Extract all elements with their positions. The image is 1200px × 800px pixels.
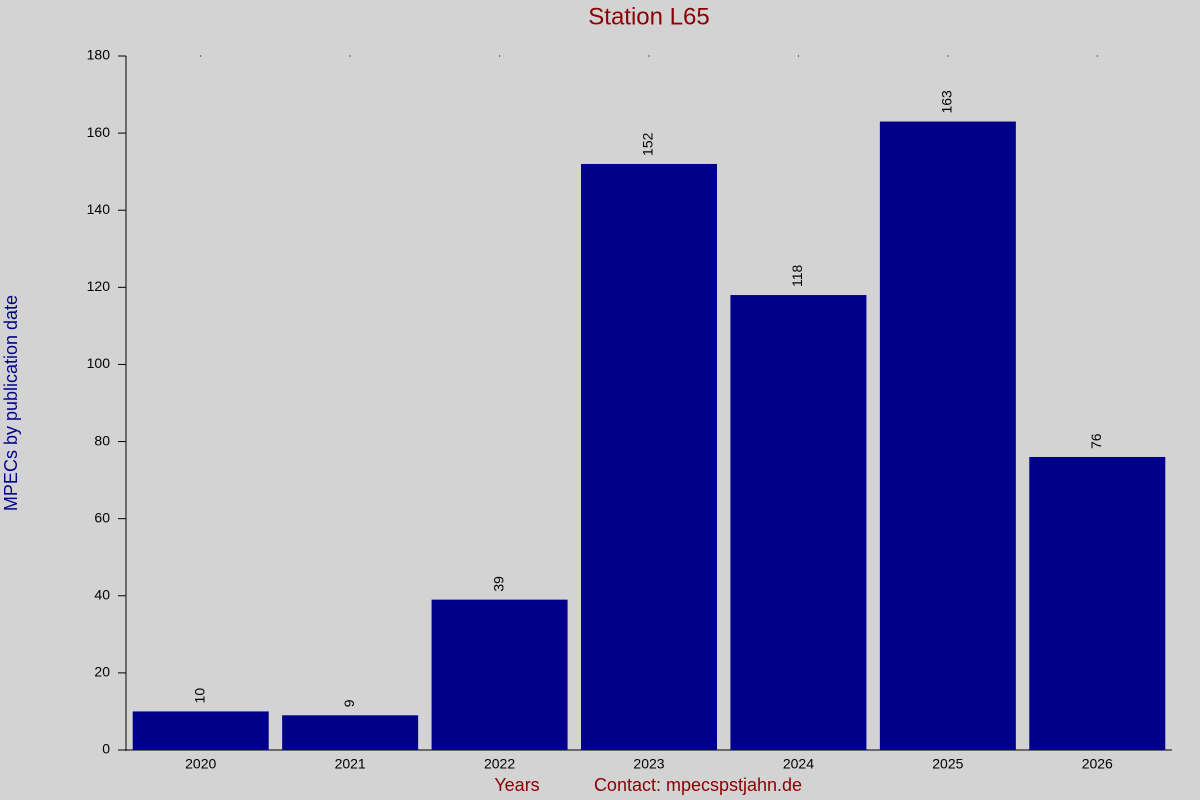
bar [581,163,717,750]
bar [431,599,568,750]
top-tick [797,55,799,57]
value-label: 9 [341,699,357,707]
x-tick-label: 2026 [1082,756,1113,772]
x-axis-label: Years [494,775,539,795]
bar [879,121,1016,751]
top-tick [499,55,501,57]
x-tick-label: 2024 [783,756,814,772]
top-tick [648,55,650,57]
y-tick-label: 160 [87,124,111,140]
bar [1029,456,1166,750]
top-tick [349,55,351,57]
value-label: 76 [1088,433,1104,449]
y-tick-label: 140 [87,201,111,217]
x-tick-label: 2023 [633,756,664,772]
y-tick-label: 100 [87,355,111,371]
value-label: 163 [939,90,955,114]
x-tick-label: 2025 [932,756,963,772]
y-tick-label: 180 [87,47,111,63]
value-label: 10 [191,688,207,704]
y-tick-label: 60 [94,509,110,525]
y-axis-label: MPECs by publication date [1,295,21,511]
contact-note: Contact: mpecspstjahn.de [594,775,802,795]
value-label: 118 [789,265,805,288]
y-tick-label: 40 [94,586,110,602]
bar [282,715,419,750]
x-tick-label: 2021 [335,756,366,772]
chart-title: Station L65 [588,3,709,30]
x-tick-label: 2020 [185,756,216,772]
top-tick [1096,55,1098,57]
x-tick-label: 2022 [484,756,515,772]
value-label: 152 [640,132,656,156]
y-tick-label: 80 [94,432,110,448]
bar [132,711,269,750]
y-tick-label: 20 [94,664,110,680]
y-tick-label: 0 [102,741,110,757]
y-tick-label: 120 [87,278,111,294]
top-tick [947,55,949,57]
value-label: 39 [490,576,506,592]
bar [730,295,867,750]
top-tick [200,55,202,57]
